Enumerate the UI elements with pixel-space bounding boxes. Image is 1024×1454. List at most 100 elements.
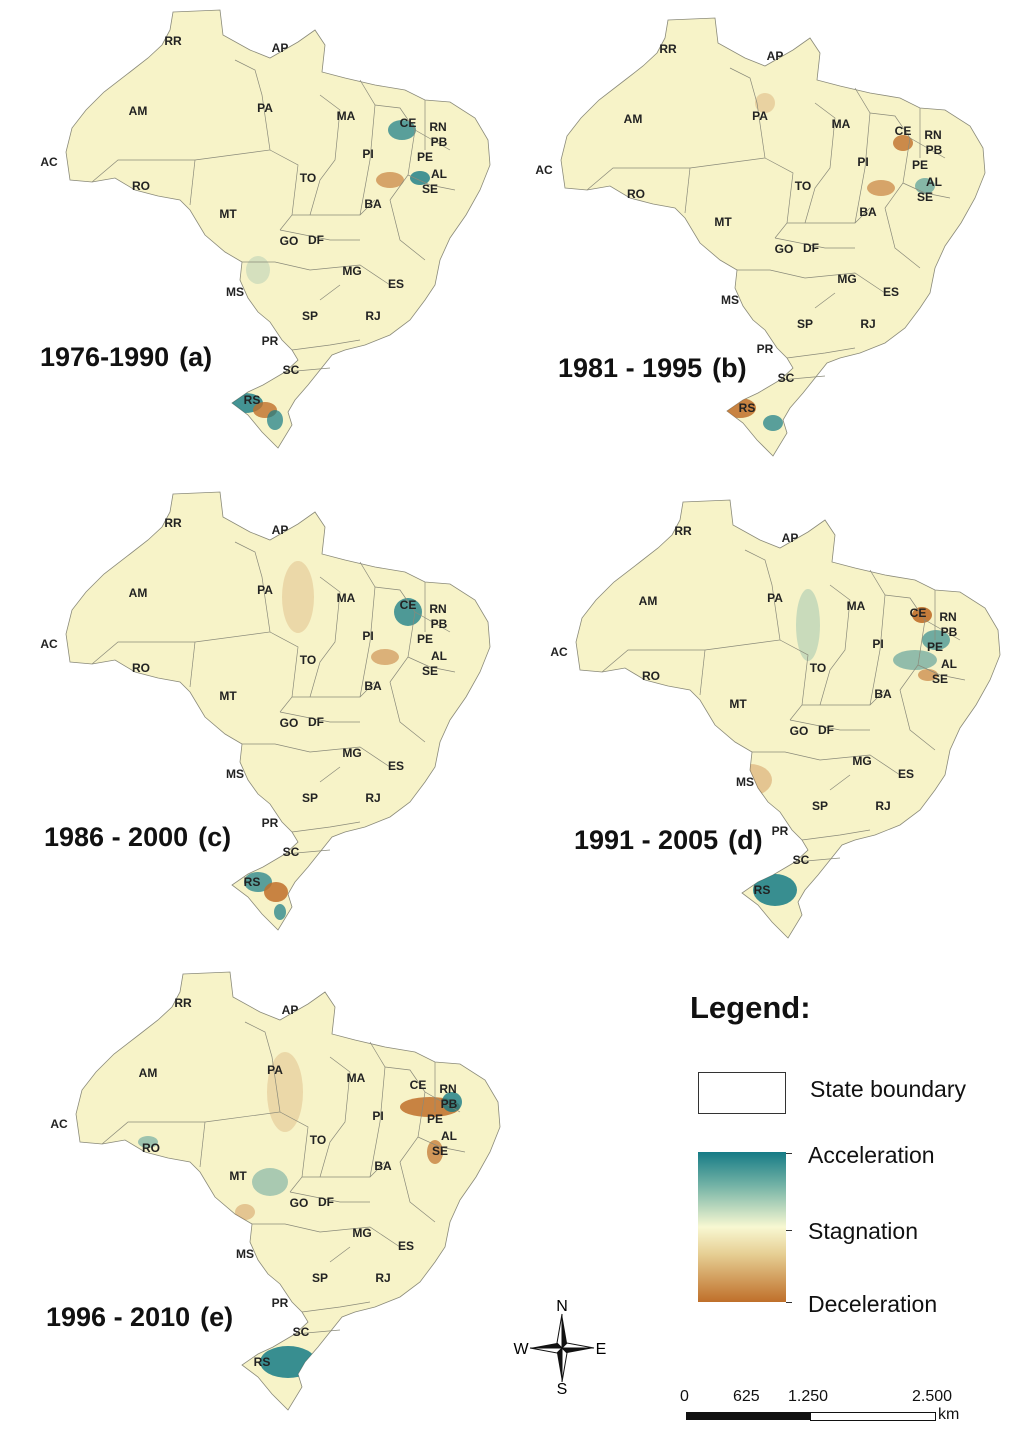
acceleration-area bbox=[410, 171, 430, 185]
period-label: 1996 - 2010 (e) bbox=[46, 1302, 233, 1333]
acceleration-area bbox=[274, 904, 286, 920]
state-border bbox=[684, 167, 691, 214]
compass-n: N bbox=[556, 1298, 568, 1315]
state-label-rn: RN bbox=[939, 610, 956, 624]
state-border bbox=[194, 541, 271, 643]
period-years: 1991 - 2005 bbox=[574, 825, 719, 855]
state-border bbox=[786, 347, 856, 359]
state-border bbox=[319, 1226, 401, 1248]
state-label-df: DF bbox=[308, 233, 324, 247]
acceleration-area bbox=[252, 1168, 288, 1196]
state-border bbox=[269, 631, 299, 713]
state-label-rs: RS bbox=[244, 393, 261, 407]
color-ramp bbox=[698, 1152, 786, 1302]
period-label: 1991 - 2005 (d) bbox=[574, 825, 763, 856]
state-label-pe: PE bbox=[417, 632, 433, 646]
acceleration-area bbox=[763, 415, 783, 431]
state-label-am: AM bbox=[139, 1066, 158, 1080]
state-border bbox=[189, 159, 196, 206]
map-panel-b: RR AP AM PA MA CE RN PB PE AL SE PI AC RO TO BA MT GO DF MG… bbox=[525, 8, 1024, 478]
state-label-rr: RR bbox=[659, 42, 677, 56]
period-years: 1996 - 2010 bbox=[46, 1302, 191, 1332]
state-label-sc: SC bbox=[778, 371, 795, 385]
state-label-to: TO bbox=[300, 171, 316, 185]
state-label-ma: MA bbox=[347, 1071, 366, 1085]
deceleration-area bbox=[867, 180, 895, 196]
state-border bbox=[279, 711, 360, 723]
state-label-ro: RO bbox=[132, 661, 150, 675]
state-border bbox=[269, 149, 299, 231]
state-label-pr: PR bbox=[272, 1296, 289, 1310]
state-label-df: DF bbox=[818, 723, 834, 737]
state-border bbox=[699, 649, 706, 696]
state-label-ro: RO bbox=[627, 187, 645, 201]
state-label-ba: BA bbox=[364, 197, 382, 211]
period-years: 1986 - 2000 bbox=[44, 822, 189, 852]
state-border bbox=[884, 207, 921, 269]
state-label-rs: RS bbox=[254, 1355, 271, 1369]
scale-bar-white bbox=[810, 1412, 936, 1421]
state-label-ac: AC bbox=[550, 645, 568, 659]
acceleration-area bbox=[267, 410, 283, 430]
state-label-rj: RJ bbox=[860, 317, 875, 331]
acceleration-area bbox=[388, 120, 416, 140]
state-label-rj: RJ bbox=[365, 309, 380, 323]
state-label-ap: AP bbox=[272, 523, 289, 537]
state-label-to: TO bbox=[795, 179, 811, 193]
state-border bbox=[819, 584, 851, 706]
country-land bbox=[575, 499, 1001, 939]
deceleration-area bbox=[371, 649, 399, 665]
state-label-rr: RR bbox=[674, 524, 692, 538]
state-label-rj: RJ bbox=[365, 791, 380, 805]
state-label-pb: PB bbox=[441, 1097, 458, 1111]
state-label-to: TO bbox=[300, 653, 316, 667]
state-label-ac: AC bbox=[40, 155, 58, 169]
period-label: 1981 - 1995 (b) bbox=[558, 353, 747, 384]
state-label-ap: AP bbox=[282, 1003, 299, 1017]
state-border bbox=[417, 1136, 466, 1153]
state-border bbox=[301, 1301, 371, 1313]
state-label-es: ES bbox=[388, 277, 404, 291]
state-border bbox=[291, 339, 361, 351]
scale-tick-2500: 2.500 bbox=[912, 1388, 953, 1405]
state-border bbox=[909, 137, 946, 159]
state-label-es: ES bbox=[388, 759, 404, 773]
state-label-go: GO bbox=[280, 716, 299, 730]
deceleration-area bbox=[376, 172, 404, 188]
state-label-sp: SP bbox=[797, 317, 813, 331]
state-label-pb: PB bbox=[431, 135, 448, 149]
state-label-ms: MS bbox=[226, 767, 244, 781]
state-border bbox=[242, 743, 311, 753]
state-label-ce: CE bbox=[410, 1078, 427, 1092]
state-border bbox=[359, 561, 376, 698]
state-label-ba: BA bbox=[874, 687, 892, 701]
state-label-ro: RO bbox=[642, 669, 660, 683]
state-label-mt: MT bbox=[229, 1169, 247, 1183]
period-label: 1976-1990 (a) bbox=[40, 342, 212, 373]
state-label-ce: CE bbox=[400, 598, 417, 612]
acceleration-label: Acceleration bbox=[808, 1142, 935, 1168]
state-border bbox=[309, 576, 341, 698]
country-land bbox=[65, 9, 491, 449]
state-border bbox=[407, 656, 456, 673]
state-label-sc: SC bbox=[283, 363, 300, 377]
country-land bbox=[65, 491, 491, 931]
state-label-sc: SC bbox=[283, 845, 300, 859]
state-border bbox=[902, 182, 951, 199]
state-label-rr: RR bbox=[164, 516, 182, 530]
state-label-sp: SP bbox=[302, 309, 318, 323]
state-border bbox=[689, 67, 766, 169]
period-years: 1976-1990 bbox=[40, 342, 170, 372]
state-border bbox=[764, 157, 794, 239]
deceleration-area bbox=[267, 1052, 303, 1132]
state-label-am: AM bbox=[624, 112, 643, 126]
state-border bbox=[801, 829, 871, 841]
ramp-tick bbox=[786, 1153, 792, 1154]
state-label-ba: BA bbox=[859, 205, 877, 219]
deceleration-label: Deceleration bbox=[808, 1291, 938, 1317]
state-border bbox=[329, 1246, 351, 1263]
panel-letter: (d) bbox=[728, 825, 763, 855]
